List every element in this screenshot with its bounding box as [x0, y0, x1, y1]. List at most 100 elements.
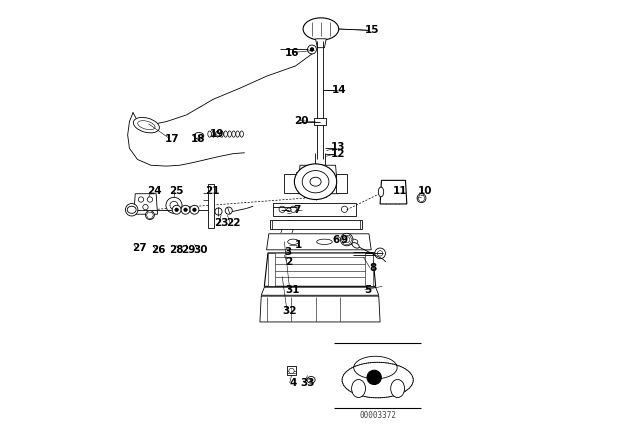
Ellipse shape: [288, 239, 299, 245]
Text: 27: 27: [132, 243, 147, 254]
Polygon shape: [298, 165, 338, 194]
Text: 18: 18: [191, 134, 205, 143]
Polygon shape: [267, 234, 371, 250]
Circle shape: [172, 205, 181, 214]
Text: 5: 5: [364, 285, 372, 295]
Text: 10: 10: [417, 185, 432, 196]
Polygon shape: [268, 253, 275, 286]
Polygon shape: [261, 287, 379, 295]
Circle shape: [417, 194, 426, 202]
Circle shape: [295, 207, 300, 212]
Circle shape: [215, 208, 222, 215]
Polygon shape: [264, 253, 376, 286]
Circle shape: [310, 47, 314, 51]
Text: 16: 16: [285, 47, 300, 58]
Ellipse shape: [287, 208, 291, 211]
Circle shape: [175, 208, 179, 211]
Circle shape: [190, 205, 199, 214]
Circle shape: [378, 251, 383, 256]
Text: 6: 6: [333, 235, 340, 245]
Text: 17: 17: [165, 134, 179, 143]
Text: 21: 21: [205, 185, 220, 196]
Text: 2: 2: [285, 257, 292, 267]
Text: 19: 19: [209, 129, 224, 139]
Ellipse shape: [228, 131, 232, 137]
Text: 14: 14: [332, 85, 346, 95]
Text: 00003372: 00003372: [359, 411, 396, 420]
Text: 29: 29: [182, 245, 196, 255]
Polygon shape: [336, 174, 347, 193]
Text: 20: 20: [294, 116, 308, 126]
Ellipse shape: [390, 379, 404, 397]
Circle shape: [225, 207, 232, 214]
Text: 26: 26: [152, 245, 166, 255]
Ellipse shape: [212, 131, 216, 137]
Ellipse shape: [378, 187, 383, 197]
Ellipse shape: [224, 131, 227, 137]
Circle shape: [333, 207, 339, 212]
Polygon shape: [365, 253, 372, 286]
Circle shape: [138, 197, 144, 202]
Polygon shape: [316, 39, 326, 47]
Text: 23: 23: [214, 218, 228, 228]
Bar: [314, 118, 326, 125]
Text: 15: 15: [365, 26, 380, 35]
Ellipse shape: [307, 376, 315, 383]
Text: 28: 28: [170, 245, 184, 255]
Ellipse shape: [138, 121, 155, 129]
Text: 25: 25: [170, 185, 184, 196]
Ellipse shape: [351, 379, 365, 397]
Ellipse shape: [220, 131, 223, 137]
Circle shape: [166, 197, 182, 213]
Circle shape: [279, 206, 285, 212]
Text: 4: 4: [289, 378, 297, 388]
Ellipse shape: [232, 131, 236, 137]
Bar: [287, 366, 296, 375]
Polygon shape: [208, 184, 214, 228]
Circle shape: [125, 203, 138, 216]
Text: 11: 11: [393, 185, 408, 196]
Text: 32: 32: [282, 306, 297, 316]
Circle shape: [170, 201, 178, 209]
Circle shape: [308, 45, 316, 54]
Polygon shape: [134, 194, 157, 214]
Polygon shape: [380, 181, 407, 204]
Circle shape: [340, 233, 353, 246]
Ellipse shape: [302, 171, 329, 193]
Ellipse shape: [310, 177, 321, 186]
Polygon shape: [270, 220, 362, 229]
Circle shape: [147, 197, 152, 202]
Circle shape: [145, 211, 154, 220]
Polygon shape: [284, 174, 301, 193]
Circle shape: [143, 204, 148, 210]
Circle shape: [344, 237, 350, 243]
Ellipse shape: [216, 131, 220, 137]
Ellipse shape: [303, 18, 339, 40]
Ellipse shape: [317, 239, 332, 245]
Text: 13: 13: [330, 142, 345, 152]
Circle shape: [292, 204, 303, 215]
Text: 33: 33: [300, 379, 315, 388]
Text: 30: 30: [193, 245, 208, 255]
Ellipse shape: [133, 117, 159, 133]
Ellipse shape: [240, 131, 243, 137]
Text: 12: 12: [330, 149, 345, 159]
Circle shape: [375, 248, 385, 259]
Text: 22: 22: [226, 218, 241, 228]
Circle shape: [289, 368, 294, 374]
Circle shape: [341, 206, 348, 212]
Ellipse shape: [208, 131, 211, 137]
Circle shape: [330, 204, 341, 215]
Polygon shape: [273, 202, 356, 216]
Text: 1: 1: [295, 241, 302, 250]
Text: 7: 7: [294, 205, 301, 215]
Circle shape: [290, 206, 296, 212]
Ellipse shape: [349, 239, 358, 245]
Ellipse shape: [236, 131, 239, 137]
Ellipse shape: [352, 242, 359, 248]
Text: 3: 3: [284, 246, 291, 257]
Text: 8: 8: [369, 263, 376, 273]
Circle shape: [193, 208, 196, 211]
Ellipse shape: [127, 206, 136, 213]
Text: 9: 9: [341, 235, 348, 245]
